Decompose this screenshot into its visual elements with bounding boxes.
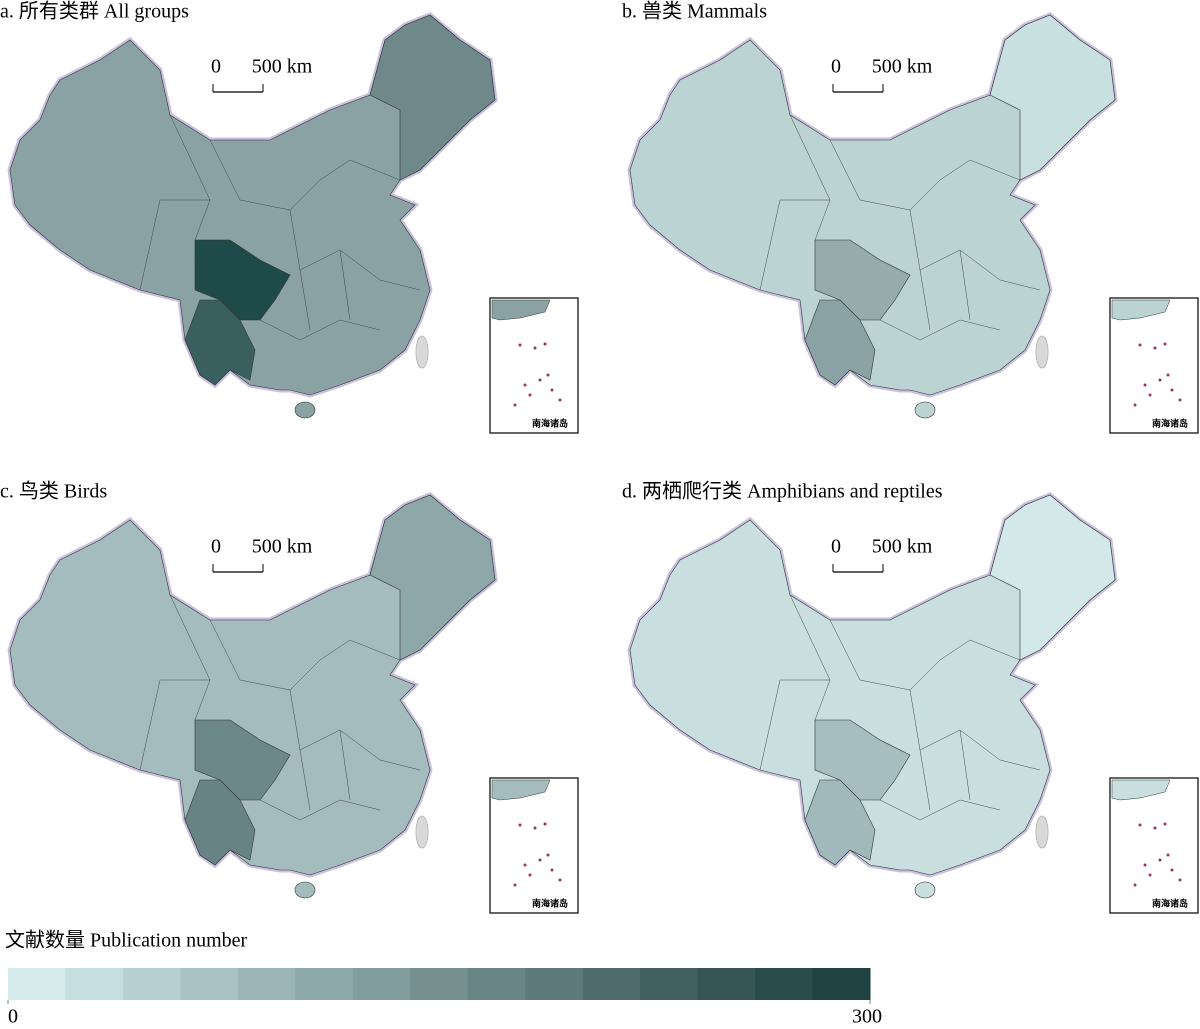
- island: [1138, 343, 1142, 347]
- island: [1153, 826, 1157, 830]
- scale-label: 0: [211, 536, 221, 558]
- legend-swatch: [122, 968, 181, 1000]
- inset-land: [1111, 299, 1171, 321]
- island: [1163, 822, 1167, 826]
- inset-label: 南海诸岛: [532, 898, 568, 910]
- taiwan: [415, 815, 429, 849]
- island: [538, 378, 542, 382]
- inset-frame: [489, 297, 579, 434]
- island: [1148, 873, 1152, 877]
- legend-swatch: [180, 968, 239, 1000]
- province-border: [759, 114, 1041, 341]
- scale-label: 500 km: [252, 536, 313, 558]
- legend-swatch: [295, 968, 354, 1000]
- inset-label: 南海诸岛: [1152, 898, 1188, 910]
- island: [513, 403, 517, 407]
- legend-swatch: [8, 968, 66, 1000]
- inset-frame: [489, 777, 579, 914]
- map-panel: c. 鸟类 Birds 0 500 km 南海诸岛: [0, 480, 579, 914]
- legend-swatch: [640, 968, 699, 1000]
- island: [533, 346, 537, 350]
- island: [543, 342, 547, 346]
- map-panel: a. 所有类群 All groups 0 500 km 南海诸岛: [0, 0, 579, 434]
- island: [513, 883, 517, 887]
- legend-swatch: [582, 968, 641, 1000]
- island: [533, 826, 537, 830]
- inset-label: 南海诸岛: [1152, 418, 1188, 430]
- island: [1133, 403, 1137, 407]
- legend-swatch: [352, 968, 411, 1000]
- legend-swatch: [237, 968, 296, 1000]
- legend-swatch: [65, 968, 124, 1000]
- taiwan: [415, 335, 429, 369]
- legend-swatch: [812, 968, 871, 1000]
- scale-label: 0: [211, 56, 221, 78]
- inset-frame: [1109, 777, 1199, 914]
- province-border: [759, 594, 1041, 821]
- island: [528, 393, 532, 397]
- inset-land: [491, 299, 551, 321]
- scale-label: 500 km: [872, 56, 933, 78]
- taiwan: [1035, 335, 1049, 369]
- legend-swatch: [697, 968, 756, 1000]
- island: [1166, 373, 1170, 377]
- map-panel: b. 兽类 Mammals 0 500 km 南海诸岛: [622, 0, 1199, 434]
- hainan: [914, 401, 936, 419]
- taiwan: [1035, 815, 1049, 849]
- island: [1153, 346, 1157, 350]
- panel-title: d. 两栖爬行类 Amphibians and reptiles: [622, 480, 943, 503]
- island: [546, 853, 550, 857]
- island: [1133, 883, 1137, 887]
- island: [538, 858, 542, 862]
- island: [550, 868, 554, 872]
- panel-title: a. 所有类群 All groups: [0, 0, 189, 23]
- inset-land: [1111, 779, 1171, 801]
- scale-label: 0: [831, 536, 841, 558]
- island: [558, 398, 562, 402]
- island: [1138, 823, 1142, 827]
- inset-frame: [1109, 297, 1199, 434]
- island: [1170, 868, 1174, 872]
- legend-title: 文献数量 Publication number: [5, 929, 248, 952]
- island: [543, 822, 547, 826]
- legend-swatch: [525, 968, 584, 1000]
- island: [1143, 383, 1147, 387]
- island: [1170, 388, 1174, 392]
- inset-label: 南海诸岛: [532, 418, 568, 430]
- island: [1148, 393, 1152, 397]
- island: [1158, 858, 1162, 862]
- scale-label: 500 km: [872, 536, 933, 558]
- province-border: [139, 594, 421, 821]
- island: [1178, 878, 1182, 882]
- island: [558, 878, 562, 882]
- panel-title: b. 兽类 Mammals: [622, 0, 767, 23]
- hainan: [294, 881, 316, 899]
- hainan: [294, 401, 316, 419]
- island: [1143, 863, 1147, 867]
- island: [550, 388, 554, 392]
- island: [546, 373, 550, 377]
- province-border: [139, 114, 421, 341]
- island: [518, 823, 522, 827]
- island: [1163, 342, 1167, 346]
- island: [528, 873, 532, 877]
- panel-title: c. 鸟类 Birds: [0, 480, 107, 503]
- inset-land: [491, 779, 551, 801]
- island: [1178, 398, 1182, 402]
- island: [1158, 378, 1162, 382]
- island: [523, 383, 527, 387]
- legend-swatch: [410, 968, 469, 1000]
- legend-tick-label: 300: [852, 1006, 882, 1028]
- legend-swatch: [467, 968, 526, 1000]
- legend-swatch: [755, 968, 814, 1000]
- legend-tick-label: 0: [8, 1006, 18, 1028]
- island: [523, 863, 527, 867]
- scale-label: 500 km: [252, 56, 313, 78]
- hainan: [914, 881, 936, 899]
- scale-label: 0: [831, 56, 841, 78]
- island: [518, 343, 522, 347]
- map-panel: d. 两栖爬行类 Amphibians and reptiles 0 500 km 南…: [622, 480, 1199, 914]
- island: [1166, 853, 1170, 857]
